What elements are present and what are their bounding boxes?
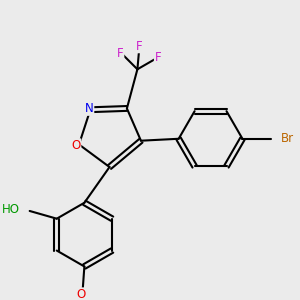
Text: HO: HO — [2, 203, 20, 217]
Text: F: F — [154, 51, 161, 64]
Text: N: N — [85, 102, 94, 115]
Text: O: O — [71, 139, 81, 152]
Text: Br: Br — [281, 132, 294, 145]
Text: F: F — [136, 40, 142, 53]
Text: O: O — [76, 288, 85, 300]
Text: F: F — [117, 47, 124, 60]
